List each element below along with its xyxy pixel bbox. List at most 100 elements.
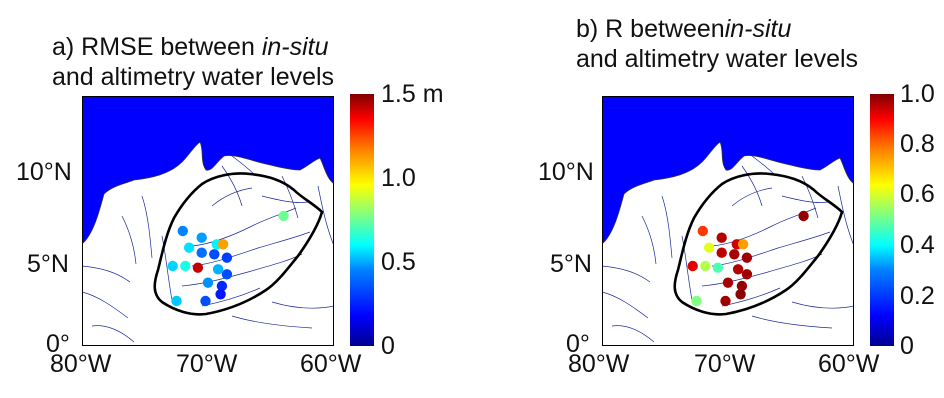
river <box>781 195 829 203</box>
river <box>261 195 309 203</box>
station-marker <box>167 260 178 272</box>
river <box>701 253 823 287</box>
title-italic: in-situ <box>724 15 792 43</box>
river <box>602 265 651 283</box>
map-frame <box>602 96 854 346</box>
colorbar-tick: 0.6 <box>900 180 935 208</box>
colorbar-tick: 0.4 <box>900 231 935 259</box>
title-text: b) R between <box>576 15 725 43</box>
river <box>221 165 243 207</box>
lon-tick: 70°W <box>694 350 756 378</box>
station-marker <box>741 252 753 263</box>
station-marker <box>712 262 724 273</box>
river <box>181 253 303 287</box>
colorbar-tick: 0 <box>381 332 395 360</box>
river <box>801 175 819 219</box>
river <box>611 325 655 343</box>
river <box>91 325 135 343</box>
river <box>731 187 773 207</box>
station-marker <box>720 295 731 307</box>
river <box>791 301 854 309</box>
river <box>231 315 313 329</box>
lat-tick: 5°N <box>27 250 69 278</box>
river <box>281 175 299 219</box>
lon-tick: 70°W <box>176 350 238 378</box>
station-marker <box>209 249 220 260</box>
colorbar-tick: 1.5 m <box>381 80 444 108</box>
station-marker <box>716 247 727 258</box>
station-marker <box>716 232 727 243</box>
station-marker <box>732 264 744 275</box>
station-marker <box>215 289 226 300</box>
river <box>161 235 173 301</box>
river <box>661 195 673 259</box>
station-marker <box>722 277 734 288</box>
station-marker <box>687 260 698 272</box>
river <box>211 187 253 207</box>
panel-rmse: a) RMSE between in-situ and altimetry wa… <box>16 32 444 378</box>
station-marker <box>180 260 191 272</box>
river <box>191 231 311 267</box>
colorbar-tick: 0.5 <box>381 248 416 276</box>
basin-outline <box>153 172 324 316</box>
station-marker <box>221 269 233 280</box>
map-frame <box>82 96 334 346</box>
lon-tick: 60°W <box>300 350 362 378</box>
station-marker <box>183 242 195 253</box>
river <box>741 165 763 207</box>
panel-r: b) R betweenin-situ and altimetry water … <box>472 0 944 398</box>
station-marker <box>736 280 748 292</box>
station-marker <box>221 252 233 263</box>
lat-tick: 10°N <box>538 158 594 186</box>
lat-tick: 10°N <box>16 158 72 186</box>
station-marker <box>697 225 708 237</box>
map <box>82 96 334 346</box>
station-marker <box>177 225 188 237</box>
map <box>602 96 854 346</box>
station-marker <box>216 280 228 292</box>
river <box>82 265 131 283</box>
station-marker <box>202 277 214 288</box>
station-marker <box>212 264 224 275</box>
title-line2: and altimetry water levels <box>52 63 335 91</box>
river <box>141 195 153 259</box>
colorbar-tick: 0.8 <box>900 130 935 158</box>
station-marker <box>217 239 229 250</box>
lat-tick: 0° <box>566 330 590 358</box>
lon-tick: 60°W <box>818 350 880 378</box>
title-line2: and altimetry water levels <box>576 45 859 73</box>
lon-tick: 80°W <box>568 350 630 378</box>
title-text: a) RMSE between <box>52 33 262 61</box>
colorbar <box>350 94 374 346</box>
lat-tick: 0° <box>46 330 70 358</box>
land <box>602 141 854 346</box>
colorbar-tick: 1.0 <box>900 80 935 108</box>
station-marker <box>171 295 182 307</box>
station-marker <box>196 247 207 258</box>
station-marker <box>192 262 204 273</box>
river <box>681 235 693 301</box>
station-marker <box>703 242 715 253</box>
station-marker <box>729 249 740 260</box>
panel-title: a) RMSE between in-situ and altimetry wa… <box>52 32 334 92</box>
river <box>837 185 854 247</box>
station-marker <box>196 232 207 243</box>
colorbar-tick: 0 <box>900 332 914 360</box>
river <box>751 315 833 329</box>
basin-outline <box>673 172 844 316</box>
river <box>711 231 831 267</box>
river <box>121 215 137 265</box>
colorbar <box>870 94 894 346</box>
station-marker <box>691 295 702 307</box>
colorbar-tick: 0.2 <box>900 282 935 310</box>
station-marker <box>700 260 711 272</box>
station-marker <box>737 239 749 250</box>
river <box>641 215 657 265</box>
colorbar-tick: 1.0 <box>381 164 416 192</box>
land <box>82 141 334 346</box>
station-marker <box>798 210 809 222</box>
river <box>82 291 129 319</box>
title-italic: in-situ <box>261 33 329 61</box>
river <box>271 301 334 309</box>
station-marker <box>200 295 211 307</box>
